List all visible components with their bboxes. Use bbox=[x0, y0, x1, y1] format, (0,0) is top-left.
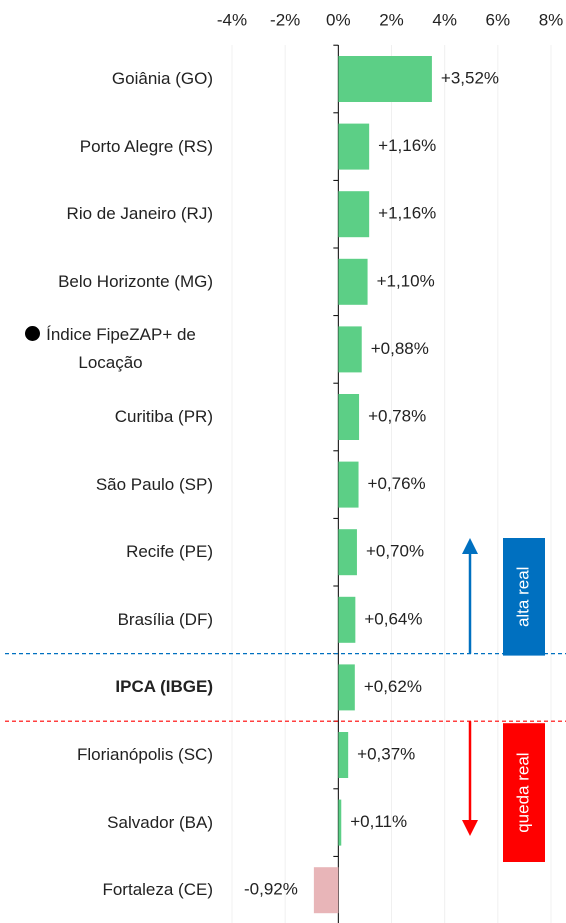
value-label: +0,64% bbox=[364, 609, 422, 628]
bar bbox=[338, 799, 342, 846]
arrow-head bbox=[462, 820, 478, 836]
annotation: alta real bbox=[513, 567, 532, 627]
x-tick-label: -4% bbox=[217, 10, 247, 29]
category-label: Fortaleza (CE) bbox=[102, 880, 213, 900]
bar bbox=[313, 867, 339, 914]
category-label: Belo Horizonte (MG) bbox=[58, 271, 213, 291]
category-label: Índice FipeZAP+ de Locação bbox=[8, 321, 213, 377]
value-label: +0,37% bbox=[357, 744, 415, 763]
value-label: +3,52% bbox=[441, 68, 499, 87]
value-label: +0,70% bbox=[366, 542, 424, 561]
bar bbox=[338, 461, 359, 508]
x-tick-label: 0% bbox=[326, 10, 351, 29]
category-label: Curitiba (PR) bbox=[114, 407, 213, 426]
value-label: -0,92% bbox=[244, 880, 298, 899]
arrow-head bbox=[462, 538, 478, 554]
bar bbox=[338, 394, 360, 440]
bar bbox=[338, 56, 432, 102]
value-label: +0,76% bbox=[368, 474, 426, 493]
annotation-box bbox=[503, 538, 545, 656]
value-label: +0,62% bbox=[364, 677, 422, 696]
category-label: Florianópolis (SC) bbox=[76, 745, 213, 764]
value-label: +1,16% bbox=[378, 204, 436, 223]
category-label: Brasília (DF) bbox=[117, 609, 213, 629]
value-label: +1,10% bbox=[377, 271, 435, 290]
category-label: IPCA (IBGE) bbox=[115, 677, 213, 697]
value-label: +0,78% bbox=[368, 406, 426, 425]
bar bbox=[338, 664, 355, 711]
bar bbox=[338, 258, 368, 305]
value-label: +0,11% bbox=[350, 812, 407, 831]
annotation: queda real bbox=[513, 752, 532, 832]
x-tick-label: 8% bbox=[539, 10, 564, 29]
bar bbox=[338, 596, 356, 643]
category-label: São Paulo (SP) bbox=[95, 474, 213, 494]
category-label: Porto Alegre (RS) bbox=[79, 136, 213, 156]
x-tick-label: 6% bbox=[486, 10, 511, 29]
category-label: Rio de Janeiro (RJ) bbox=[66, 204, 213, 224]
annotation-box bbox=[503, 723, 545, 862]
bar bbox=[338, 191, 370, 238]
bar bbox=[338, 529, 357, 576]
value-label: +0,88% bbox=[371, 339, 429, 358]
x-tick-label: 2% bbox=[379, 10, 404, 29]
category-label: Recife (PE) bbox=[126, 542, 213, 562]
category-label: Goiânia (GO) bbox=[111, 69, 213, 88]
value-label: +1,16% bbox=[378, 136, 436, 155]
category-label: Salvador (BA) bbox=[107, 812, 213, 832]
bar bbox=[338, 123, 370, 170]
x-tick-label: -2% bbox=[270, 10, 300, 29]
bar bbox=[338, 326, 362, 373]
bar bbox=[338, 732, 349, 778]
x-tick-label: 4% bbox=[432, 10, 457, 29]
